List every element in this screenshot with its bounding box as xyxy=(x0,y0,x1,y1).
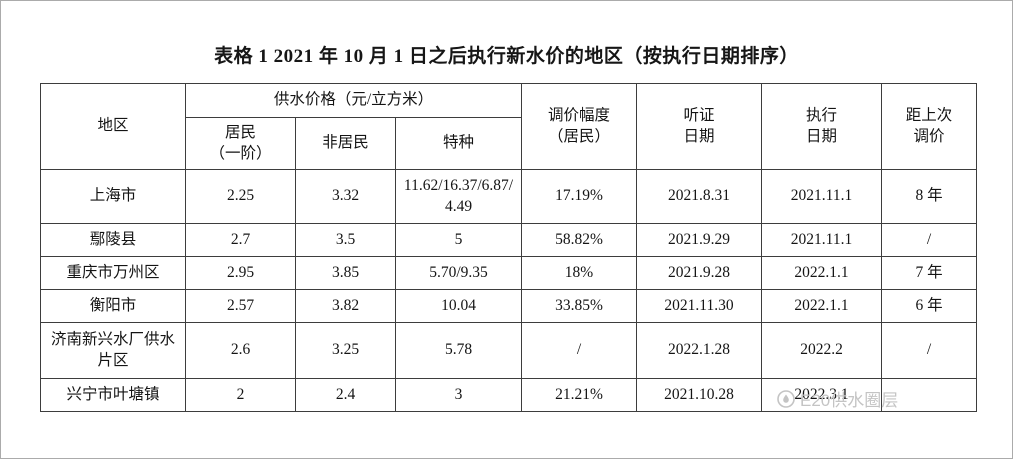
cell-special-price: 5.70/9.35 xyxy=(394,256,523,290)
col-header-region: 地区 xyxy=(40,83,186,170)
cell-since-last: / xyxy=(881,223,978,257)
cell-exec-date: 2022.2 xyxy=(761,322,883,379)
cell-adjustment: 18% xyxy=(521,256,638,290)
cell-special-price: 5.78 xyxy=(394,322,523,379)
cell-special-price: 3 xyxy=(394,378,523,412)
table-row: 兴宁市叶塘镇 2 2.4 3 21.21% 2021.10.28 2022.3.… xyxy=(40,378,978,412)
cell-exec-date: 2021.11.1 xyxy=(761,223,883,257)
cell-region: 衡阳市 xyxy=(40,289,186,323)
cell-special-price: 11.62/16.37/6.87/4.49 xyxy=(394,169,523,224)
cell-adjustment: 33.85% xyxy=(521,289,638,323)
cell-hearing-date: 2021.8.31 xyxy=(636,169,763,224)
table-row: 上海市 2.25 3.32 11.62/16.37/6.87/4.49 17.1… xyxy=(40,169,978,224)
cell-since-last: / xyxy=(881,322,978,379)
col-header-special: 特种 xyxy=(394,117,523,170)
cell-special-price: 5 xyxy=(394,223,523,257)
cell-since-last: 6 年 xyxy=(881,289,978,323)
cell-non-resident-price: 3.82 xyxy=(295,289,396,323)
cell-exec-date: 2022.1.1 xyxy=(761,289,883,323)
cell-exec-date: 2021.11.1 xyxy=(761,169,883,224)
cell-resident-price: 2.95 xyxy=(185,256,296,290)
cell-non-resident-price: 3.32 xyxy=(295,169,396,224)
cell-region: 上海市 xyxy=(40,169,186,224)
cell-since-last xyxy=(881,378,978,412)
cell-adjustment: 21.21% xyxy=(521,378,638,412)
col-header-since-last: 距上次 调价 xyxy=(881,83,978,170)
cell-special-price: 10.04 xyxy=(394,289,523,323)
cell-hearing-date: 2021.9.28 xyxy=(636,256,763,290)
cell-since-last: 8 年 xyxy=(881,169,978,224)
cell-since-last: 7 年 xyxy=(881,256,978,290)
cell-hearing-date: 2021.11.30 xyxy=(636,289,763,323)
cell-hearing-date: 2022.1.28 xyxy=(636,322,763,379)
col-header-non-resident: 非居民 xyxy=(295,117,396,170)
cell-region: 济南新兴水厂供水片区 xyxy=(40,322,186,379)
cell-region: 兴宁市叶塘镇 xyxy=(40,378,186,412)
cell-resident-price: 2.6 xyxy=(185,322,296,379)
cell-exec-date: 2022.3.1 xyxy=(761,378,883,412)
cell-resident-price: 2.25 xyxy=(185,169,296,224)
header-row-1: 地区 供水价格（元/立方米） 调价幅度 （居民） 听证 日期 执行 日期 距上次… xyxy=(40,83,978,170)
col-header-resident: 居民 （一阶） xyxy=(185,117,296,170)
table-row: 重庆市万州区 2.95 3.85 5.70/9.35 18% 2021.9.28… xyxy=(40,256,978,290)
cell-adjustment: / xyxy=(521,322,638,379)
table-row: 鄢陵县 2.7 3.5 5 58.82% 2021.9.29 2021.11.1… xyxy=(40,223,978,257)
cell-adjustment: 58.82% xyxy=(521,223,638,257)
col-header-price-group: 供水价格（元/立方米） xyxy=(184,83,523,118)
cell-hearing-date: 2021.9.29 xyxy=(636,223,763,257)
cell-resident-price: 2.7 xyxy=(185,223,296,257)
col-header-exec-date: 执行 日期 xyxy=(761,83,883,170)
cell-region: 鄢陵县 xyxy=(40,223,186,257)
cell-region: 重庆市万州区 xyxy=(40,256,186,290)
table-title: 表格 1 2021 年 10 月 1 日之后执行新水价的地区（按执行日期排序） xyxy=(214,46,799,67)
cell-resident-price: 2 xyxy=(185,378,296,412)
table-row: 济南新兴水厂供水片区 2.6 3.25 5.78 / 2022.1.28 202… xyxy=(40,322,978,379)
col-header-adjustment: 调价幅度 （居民） xyxy=(521,83,638,170)
cell-exec-date: 2022.1.1 xyxy=(761,256,883,290)
table-row: 衡阳市 2.57 3.82 10.04 33.85% 2021.11.30 20… xyxy=(40,289,978,323)
cell-non-resident-price: 3.85 xyxy=(295,256,396,290)
water-price-table: 地区 供水价格（元/立方米） 调价幅度 （居民） 听证 日期 执行 日期 距上次… xyxy=(40,83,978,412)
cell-hearing-date: 2021.10.28 xyxy=(636,378,763,412)
cell-adjustment: 17.19% xyxy=(521,169,638,224)
cell-non-resident-price: 3.5 xyxy=(295,223,396,257)
cell-non-resident-price: 3.25 xyxy=(295,322,396,379)
cell-non-resident-price: 2.4 xyxy=(295,378,396,412)
col-header-hearing-date: 听证 日期 xyxy=(636,83,763,170)
header-row-2: 居民 （一阶） 非居民 特种 xyxy=(41,117,977,170)
cell-resident-price: 2.57 xyxy=(185,289,296,323)
